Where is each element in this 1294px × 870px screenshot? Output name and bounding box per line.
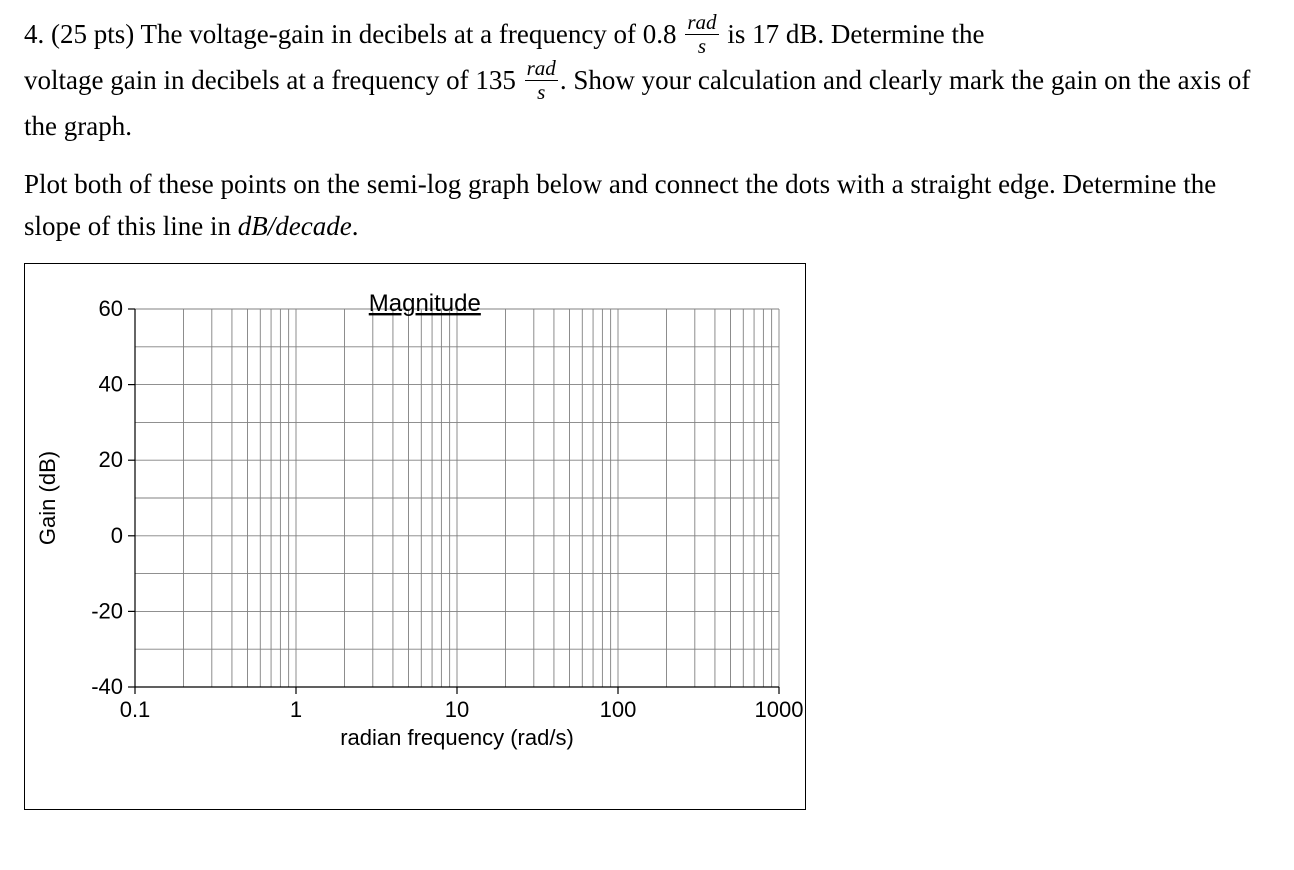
text-seg: is 17 dB. Determine the [727, 19, 984, 49]
svg-text:-20: -20 [91, 599, 123, 624]
fraction-rad-s-2: rads [525, 58, 558, 104]
text-seg: . [352, 211, 359, 241]
problem-para-1: 4. (25 pts) The voltage-gain in decibels… [24, 14, 1264, 148]
text-seg: The voltage-gain in decibels at a freque… [141, 19, 677, 49]
unit-db-per-decade: dB/decade [238, 211, 352, 241]
problem-para-2: Plot both of these points on the semi-lo… [24, 164, 1264, 248]
svg-text:0: 0 [111, 523, 123, 548]
svg-text:40: 40 [99, 372, 123, 397]
svg-text:Gain (dB): Gain (dB) [35, 451, 60, 545]
bode-plot: -40 -20 0 20 40 60 0.1 1 10 100 1000 Magnitude radia… [25, 264, 805, 809]
svg-text:1: 1 [290, 697, 302, 722]
fraction-rad-s-1: rads [685, 12, 718, 58]
svg-text:1000: 1000 [755, 697, 804, 722]
svg-text:60: 60 [99, 296, 123, 321]
svg-text:0.1: 0.1 [120, 697, 151, 722]
text-seg: Plot both of these points on the semi-lo… [24, 169, 1216, 241]
svg-text:10: 10 [445, 697, 469, 722]
text-seg: voltage gain in decibels at a frequency … [24, 65, 516, 95]
svg-text:100: 100 [600, 697, 637, 722]
problem-number: 4. (25 pts) [24, 19, 141, 49]
svg-text:radian frequency (rad/s): radian frequency (rad/s) [340, 725, 574, 750]
svg-text:-40: -40 [91, 674, 123, 699]
problem-statement: 4. (25 pts) The voltage-gain in decibels… [24, 14, 1264, 247]
svg-text:Magnitude: Magnitude [369, 290, 481, 317]
bode-plot-frame: -40 -20 0 20 40 60 0.1 1 10 100 1000 Magnitude radia… [24, 263, 806, 810]
svg-text:20: 20 [99, 448, 123, 473]
